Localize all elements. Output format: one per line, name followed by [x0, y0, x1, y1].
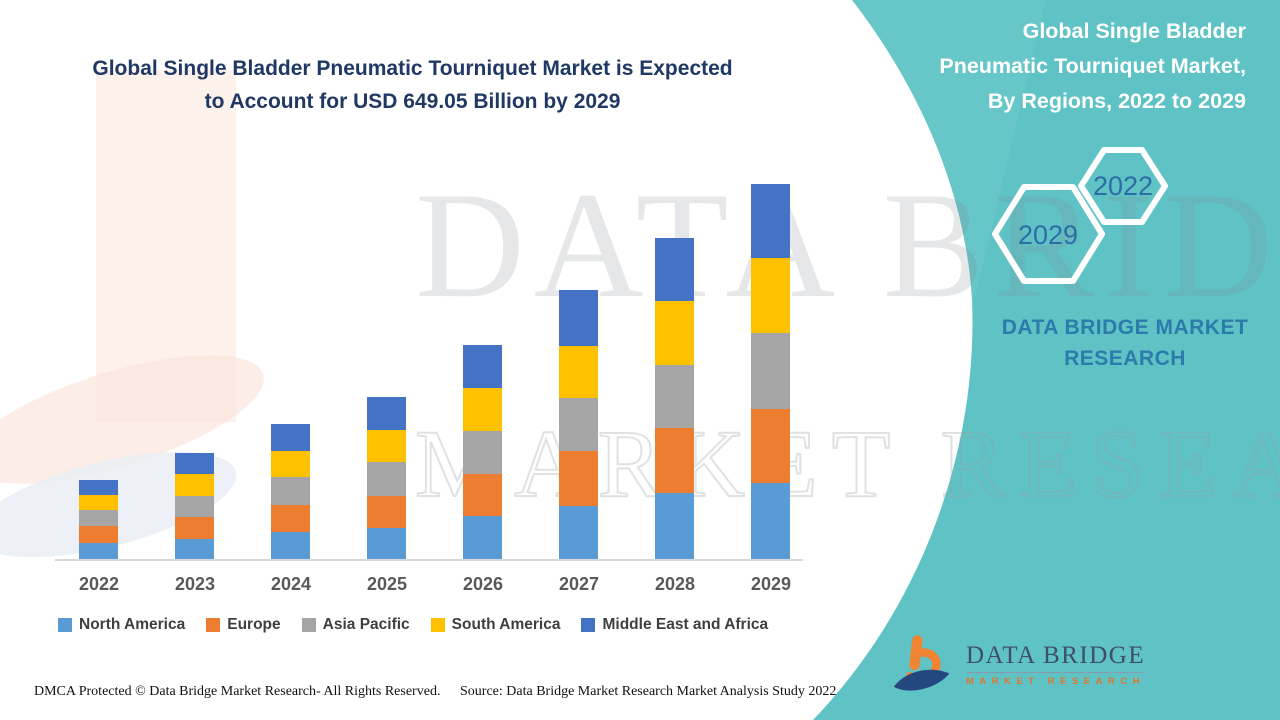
- legend-item-middle-east-and-africa: Middle East and Africa: [581, 616, 768, 634]
- x-axis-label-2024: 2024: [270, 574, 312, 594]
- bar-segment-2029-south-america: [751, 258, 790, 333]
- bar-segment-2026-north-america: [463, 516, 502, 559]
- bar-2023: [175, 453, 214, 559]
- bar-segment-2023-north-america: [175, 539, 214, 559]
- footer-source-text: Source: Data Bridge Market Research Mark…: [460, 684, 837, 699]
- data-bridge-logo-icon: [893, 635, 950, 691]
- bar-segment-2023-south-america: [175, 474, 214, 496]
- chart-legend: North America Europe Asia Pacific South Ame…: [58, 616, 768, 634]
- legend-label: Asia Pacific: [322, 616, 410, 633]
- chart-title-line1: Global Single Bladder Pneumatic Tourniqu…: [92, 57, 733, 80]
- x-axis-label-2026: 2026: [462, 574, 504, 594]
- bar-segment-2027-asia-pacific: [559, 398, 598, 451]
- footer-dmca-text: DMCA Protected © Data Bridge Market Rese…: [34, 684, 441, 699]
- hexagon-badge-2022: 2022: [1078, 147, 1168, 225]
- hexagon-badge-2029: 2029: [992, 184, 1105, 284]
- logo-subtitle: MARKET RESEARCH: [966, 676, 1146, 687]
- right-panel-heading-line2: Pneumatic Tourniquet Market,: [939, 54, 1246, 78]
- bar-segment-2029-asia-pacific: [751, 333, 790, 409]
- bar-segment-2022-asia-pacific: [79, 510, 118, 526]
- legend-swatch-icon: [58, 618, 72, 632]
- hexagon-year-2022-label: 2022: [1093, 171, 1153, 201]
- legend-label: North America: [79, 616, 186, 633]
- x-axis-label-2028: 2028: [654, 574, 696, 594]
- logo-name: DATA BRIDGE: [966, 642, 1146, 669]
- stacked-bar-chart: [60, 179, 800, 559]
- bar-2025: [367, 397, 406, 559]
- bar-segment-2028-asia-pacific: [655, 365, 694, 428]
- bar-segment-2022-europe: [79, 526, 118, 543]
- x-axis-label-2027: 2027: [558, 574, 600, 594]
- bar-segment-2026-europe: [463, 474, 502, 516]
- logo-divider: [966, 672, 1146, 673]
- right-panel-heading-line1: Global Single Bladder: [1022, 19, 1246, 43]
- bar-segment-2029-europe: [751, 409, 790, 483]
- bar-segment-2025-south-america: [367, 430, 406, 462]
- legend-item-europe: Europe: [206, 616, 281, 634]
- bar-segment-2028-north-america: [655, 493, 694, 559]
- chart-title: Global Single Bladder Pneumatic Tourniqu…: [40, 52, 785, 118]
- hexagon-year-2029-label: 2029: [1018, 220, 1078, 250]
- bar-2029: [751, 184, 790, 559]
- bar-segment-2024-asia-pacific: [271, 477, 310, 505]
- x-axis-label-2023: 2023: [174, 574, 216, 594]
- legend-item-asia-pacific: Asia Pacific: [301, 616, 410, 634]
- bar-segment-2026-asia-pacific: [463, 431, 502, 474]
- bar-segment-2023-asia-pacific: [175, 496, 214, 517]
- bar-2028: [655, 238, 694, 559]
- right-panel-brand-line1: DATA BRIDGE MARKET: [1001, 316, 1249, 339]
- legend-item-south-america: South America: [430, 616, 561, 634]
- bar-segment-2024-europe: [271, 505, 310, 532]
- legend-swatch-icon: [581, 618, 596, 632]
- bar-2026: [463, 345, 502, 559]
- bar-segment-2029-middle-east-and-africa: [751, 184, 790, 258]
- bar-segment-2028-europe: [655, 428, 694, 493]
- bar-segment-2023-europe: [175, 517, 214, 539]
- legend-swatch-icon: [206, 618, 221, 632]
- bar-segment-2029-north-america: [751, 483, 790, 559]
- legend-item-north-america: North America: [58, 616, 185, 634]
- bar-segment-2027-south-america: [559, 346, 598, 398]
- bar-segment-2023-middle-east-and-africa: [175, 453, 214, 474]
- bar-segment-2022-middle-east-and-africa: [79, 480, 118, 495]
- watermark-text-row2: MARKET RESEARCH: [414, 409, 1280, 518]
- right-panel-brand-line2: RESEARCH: [1064, 347, 1186, 370]
- bar-segment-2025-north-america: [367, 528, 406, 559]
- bar-segment-2024-north-america: [271, 532, 310, 559]
- bar-segment-2027-middle-east-and-africa: [559, 290, 598, 346]
- bar-segment-2022-north-america: [79, 543, 118, 559]
- bar-2022: [79, 480, 118, 559]
- bar-segment-2026-middle-east-and-africa: [463, 345, 502, 388]
- bar-segment-2024-south-america: [271, 451, 310, 477]
- legend-swatch-icon: [430, 618, 445, 632]
- legend-label: South America: [451, 616, 561, 633]
- x-axis-label-2022: 2022: [78, 574, 120, 594]
- bar-segment-2026-south-america: [463, 388, 502, 431]
- bar-segment-2025-europe: [367, 496, 406, 528]
- data-bridge-logo-text: DATA BRIDGE MARKET RESEARCH: [966, 642, 1146, 687]
- legend-swatch-icon: [301, 618, 316, 632]
- x-axis-line: [55, 559, 803, 561]
- bar-segment-2024-middle-east-and-africa: [271, 424, 310, 451]
- bar-segment-2028-middle-east-and-africa: [655, 238, 694, 301]
- right-panel-brand-text: DATA BRIDGE MARKET RESEARCH: [1000, 312, 1250, 374]
- legend-label: Europe: [227, 616, 281, 633]
- bar-2024: [271, 424, 310, 559]
- bar-segment-2027-europe: [559, 451, 598, 506]
- legend-label: Middle East and Africa: [602, 616, 769, 633]
- chart-title-line2: to Account for USD 649.05 Billion by 202…: [204, 90, 621, 113]
- x-axis-label-2025: 2025: [366, 574, 408, 594]
- right-panel-heading-line3: By Regions, 2022 to 2029: [987, 89, 1246, 113]
- bar-segment-2027-north-america: [559, 506, 598, 559]
- bar-segment-2022-south-america: [79, 495, 118, 510]
- bar-segment-2025-asia-pacific: [367, 462, 406, 496]
- bar-2027: [559, 290, 598, 559]
- right-panel-heading: Global Single Bladder Pneumatic Tourniqu…: [846, 14, 1246, 119]
- hexagon-year-badges: 2022 2029: [992, 147, 1168, 284]
- bar-segment-2028-south-america: [655, 301, 694, 365]
- bar-segment-2025-middle-east-and-africa: [367, 397, 406, 430]
- x-axis-label-2029: 2029: [750, 574, 792, 594]
- data-bridge-logo: DATA BRIDGE MARKET RESEARCH: [890, 634, 1146, 696]
